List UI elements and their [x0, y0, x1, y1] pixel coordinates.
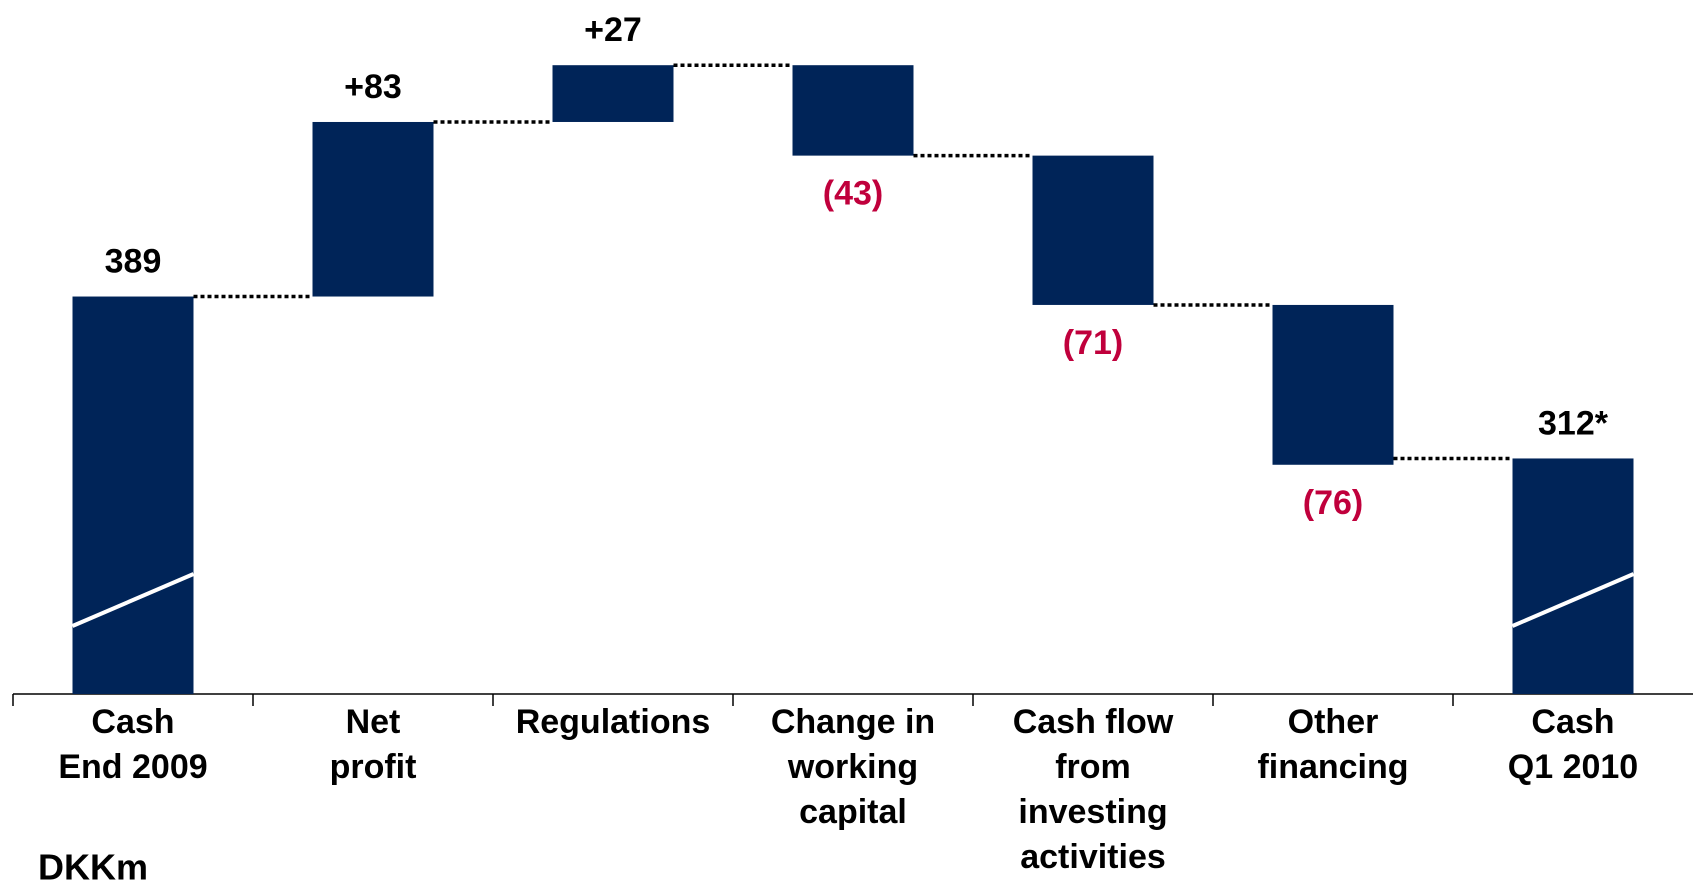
x-tick-label: capital [799, 793, 907, 831]
value-label: 312* [1538, 404, 1609, 442]
x-tick-label: financing [1257, 748, 1408, 786]
axis-break [1511, 572, 1635, 628]
x-tick-label: working [787, 748, 918, 786]
axis-break [71, 572, 195, 628]
value-label: +27 [584, 11, 642, 49]
x-tick-label: activities [1020, 838, 1166, 876]
x-tick-label: Cash flow [1013, 703, 1174, 741]
bar [1032, 155, 1154, 305]
bar [1512, 458, 1634, 694]
x-tick-label: Change in [771, 703, 935, 741]
bar [72, 296, 194, 694]
x-tick-label: from [1055, 748, 1131, 786]
value-label: (43) [823, 175, 883, 213]
value-label: +83 [344, 68, 402, 106]
x-tick-label: investing [1018, 793, 1167, 831]
value-label: (76) [1303, 484, 1363, 522]
x-tick-label: Other [1288, 703, 1379, 741]
x-tick-label: Q1 2010 [1508, 748, 1638, 786]
x-tick-label: Regulations [516, 703, 711, 741]
x-tick-label: profit [330, 748, 417, 786]
value-label: 389 [105, 243, 162, 281]
x-tick-label: Cash [91, 703, 174, 741]
bar [312, 121, 434, 297]
value-label: (71) [1063, 324, 1123, 362]
x-tick-label: End 2009 [58, 748, 207, 786]
x-tick-label: Cash [1531, 703, 1614, 741]
bar [552, 65, 674, 122]
bar [792, 65, 914, 156]
x-tick-label: Net [346, 703, 401, 741]
bar [1272, 304, 1394, 465]
unit-label: DKKm [38, 847, 148, 888]
